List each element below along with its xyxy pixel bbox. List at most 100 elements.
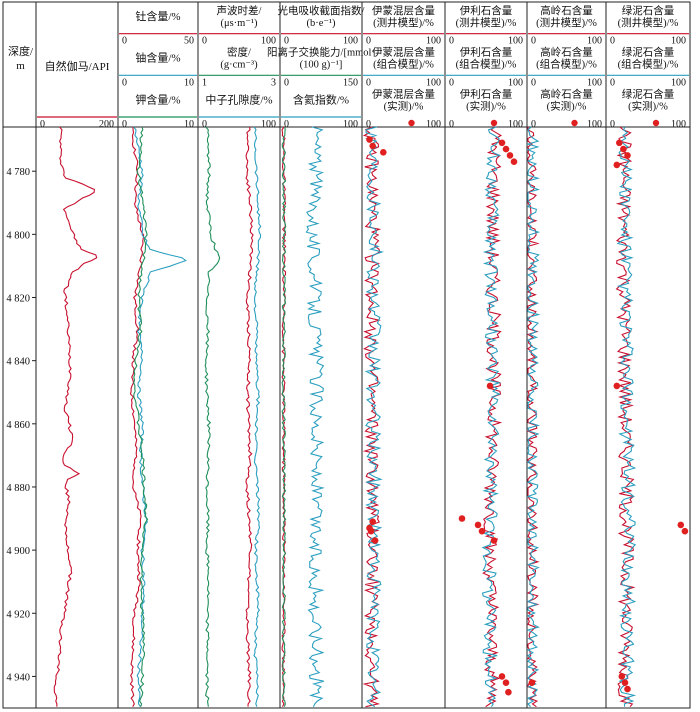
log-curve-chlorite-1 bbox=[616, 126, 637, 707]
scale-max: 10 bbox=[184, 119, 194, 130]
scale-min: 0 bbox=[122, 36, 127, 47]
log-curve-illite_smectite-1 bbox=[364, 126, 384, 708]
measured-point bbox=[498, 139, 506, 147]
log-curve-kaolinite-1 bbox=[526, 126, 541, 708]
track-header-label: 密度/ bbox=[227, 46, 251, 59]
track-header-label: (b·e⁻¹) bbox=[306, 18, 336, 29]
scale-min: 0 bbox=[40, 119, 45, 130]
log-curve-gr-0 bbox=[53, 126, 98, 707]
measured-point bbox=[366, 136, 373, 143]
measured-point bbox=[510, 158, 518, 165]
track-header-label: (组合模型)/% bbox=[456, 58, 517, 71]
measured-point bbox=[371, 537, 379, 544]
measured-point bbox=[369, 142, 377, 150]
measured-point bbox=[620, 145, 627, 153]
depth-tick-label: 4 780 bbox=[6, 167, 30, 178]
measured-point bbox=[621, 679, 629, 686]
scale-max: 100 bbox=[426, 119, 441, 130]
scale-min: 0 bbox=[610, 119, 615, 130]
log-curves bbox=[53, 126, 689, 708]
scale-max: 100 bbox=[343, 36, 358, 47]
track-header-label: 伊利石含量 bbox=[460, 4, 513, 17]
track-header-label: (组合模型)/% bbox=[536, 58, 597, 71]
measured-point bbox=[505, 688, 512, 696]
scale-max: 100 bbox=[508, 77, 523, 88]
track-header-label: 中子孔隙度/% bbox=[205, 92, 272, 106]
scale-min: 0 bbox=[531, 119, 536, 130]
track-header-label: (组合模型)/% bbox=[618, 58, 679, 71]
log-curve-pe-2 bbox=[305, 126, 325, 707]
depth-tick-label: 4 820 bbox=[6, 294, 30, 305]
measured-point bbox=[618, 673, 626, 680]
measured-point bbox=[502, 145, 510, 153]
depth-tick-label: 4 940 bbox=[6, 672, 30, 683]
track-header-label: 钾含量/% bbox=[135, 92, 180, 106]
measured-point bbox=[498, 673, 506, 680]
track-header-label: 光电吸收截面指数/ bbox=[278, 4, 365, 17]
scale-min: 0 bbox=[366, 77, 371, 88]
log-curve-porosity-1 bbox=[204, 126, 221, 707]
depth-tick-label: 4 840 bbox=[6, 357, 30, 368]
scale-min: 0 bbox=[122, 77, 127, 88]
measured-point bbox=[458, 515, 466, 522]
legend-dot bbox=[408, 119, 415, 127]
scale-min: 1 bbox=[202, 77, 207, 88]
scale-min: 0 bbox=[531, 77, 536, 88]
measured-point bbox=[506, 152, 514, 159]
scale-min: 0 bbox=[122, 119, 127, 130]
depth-tick-label: 4 860 bbox=[6, 420, 30, 431]
measured-point bbox=[502, 679, 510, 686]
track-header-label: 高岭石含量 bbox=[540, 4, 593, 17]
scale-max: 100 bbox=[261, 119, 276, 130]
scale-max: 100 bbox=[587, 77, 602, 88]
track-header-label: (组合模型)/% bbox=[373, 58, 434, 71]
scale-max: 100 bbox=[671, 77, 686, 88]
scale-max: 100 bbox=[671, 119, 686, 130]
chart-frame bbox=[2, 1, 691, 709]
track-header-label: 高岭石含量 bbox=[540, 87, 593, 100]
legend-dot bbox=[490, 119, 498, 127]
track-header-label: 含氦指数/% bbox=[293, 92, 349, 106]
track-header-label: (实测)/% bbox=[384, 99, 424, 112]
log-curve-pe-1 bbox=[281, 126, 287, 707]
measured-point bbox=[490, 537, 498, 544]
depth-axis-unit: m bbox=[16, 60, 25, 72]
scale-max: 100 bbox=[587, 119, 602, 130]
measured-point bbox=[474, 521, 482, 529]
scale-max: 100 bbox=[671, 36, 686, 47]
track-header-label: (100 g)⁻¹] bbox=[300, 60, 343, 71]
measured-point bbox=[528, 679, 536, 686]
scale-max: 100 bbox=[426, 36, 441, 47]
track-header-label: (实测)/% bbox=[466, 99, 506, 112]
track-frames bbox=[2, 1, 691, 709]
scale-min: 0 bbox=[202, 36, 207, 47]
measured-point bbox=[624, 685, 631, 693]
track-header-label: 绿泥石含量 bbox=[622, 4, 675, 17]
scale-max: 100 bbox=[587, 36, 602, 47]
scale-max: 100 bbox=[508, 36, 523, 47]
depth-axis: 4 780 4 800 4 820 4 840 4 860 4 880 4 900 4 920… bbox=[6, 167, 36, 683]
legend-dot bbox=[571, 119, 578, 127]
scale-max: 200 bbox=[99, 119, 114, 130]
track-header-label: 高岭石含量 bbox=[540, 46, 593, 59]
measured-point bbox=[486, 382, 494, 390]
log-curve-spectral-1 bbox=[133, 126, 187, 708]
scale-max: 50 bbox=[184, 36, 194, 47]
track-header-label: 伊蒙混层含量 bbox=[372, 87, 435, 100]
scale-max: 3 bbox=[271, 77, 276, 88]
scale-min: 0 bbox=[202, 119, 207, 130]
depth-tick-label: 4 880 bbox=[6, 483, 30, 494]
measured-point bbox=[613, 382, 621, 390]
depth-tick-label: 4 900 bbox=[6, 546, 30, 557]
track-header-label: 伊蒙混层含量 bbox=[372, 46, 435, 59]
scale-min: 0 bbox=[610, 77, 615, 88]
measured-point bbox=[624, 152, 631, 159]
track-header-label: 声波时差/ bbox=[217, 4, 262, 17]
log-curve-chlorite-0 bbox=[615, 126, 636, 708]
scale-min: 0 bbox=[366, 119, 371, 130]
track-header-label: 绿泥石含量 bbox=[622, 46, 675, 59]
track-header-label: 自然伽马/API bbox=[45, 59, 110, 73]
log-curve-illite-0 bbox=[482, 126, 503, 708]
log-curve-spectral-0 bbox=[129, 126, 145, 707]
